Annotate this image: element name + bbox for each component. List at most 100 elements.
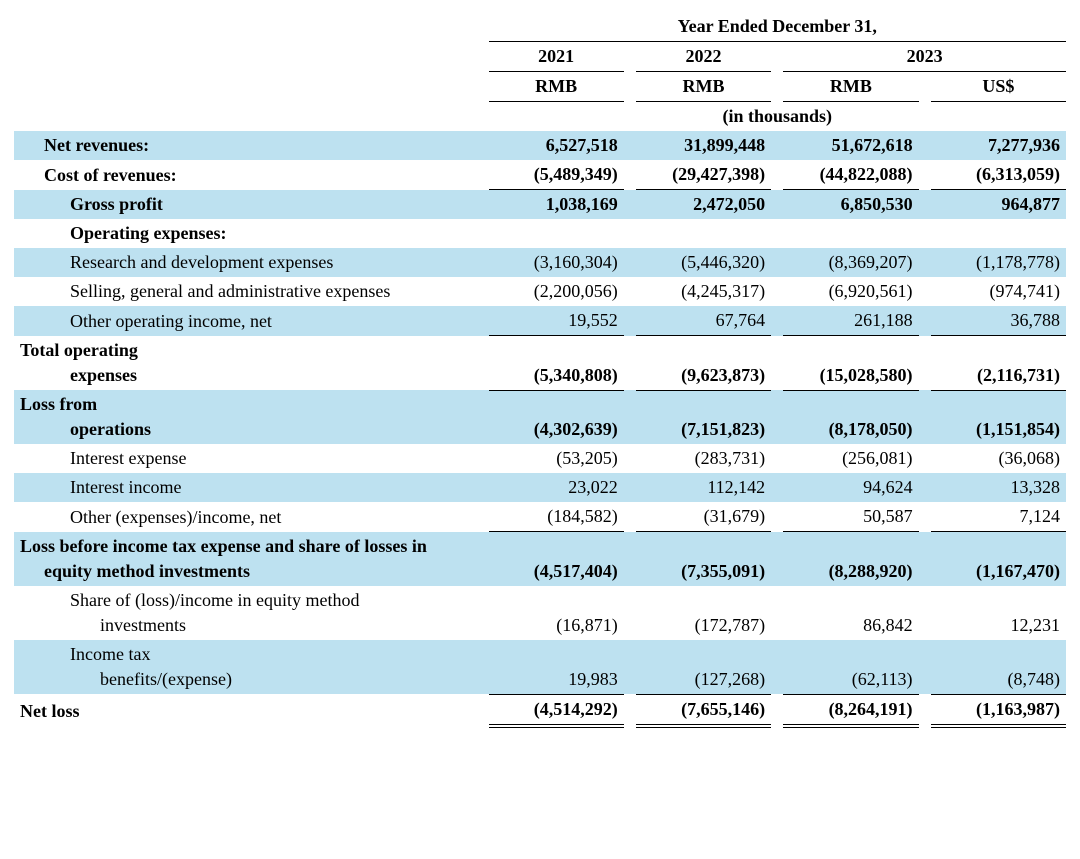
label-equity-method-1: Share of (loss)/income in equity method xyxy=(14,586,489,611)
label-loss-before-tax-2: equity method investments xyxy=(14,557,489,586)
cell: 94,624 xyxy=(783,473,918,502)
label-rnd: Research and development expenses xyxy=(14,248,489,277)
cell: 23,022 xyxy=(489,473,624,502)
cell: (2,116,731) xyxy=(931,361,1066,391)
cell: (256,081) xyxy=(783,444,918,473)
cell: 112,142 xyxy=(636,473,771,502)
cell: 36,788 xyxy=(931,306,1066,336)
cell: 2,472,050 xyxy=(636,190,771,220)
cell: (5,340,808) xyxy=(489,361,624,391)
row-cost-of-revenues: Cost of revenues: (5,489,349) (29,427,39… xyxy=(14,160,1066,190)
label-int-exp: Interest expense xyxy=(14,444,489,473)
cell: 50,587 xyxy=(783,502,918,532)
cell: 13,328 xyxy=(931,473,1066,502)
label-opex: Operating expenses: xyxy=(14,219,489,248)
cell: (5,446,320) xyxy=(636,248,771,277)
cell: (1,178,778) xyxy=(931,248,1066,277)
cell: 67,764 xyxy=(636,306,771,336)
row-other-op: Other operating income, net 19,552 67,76… xyxy=(14,306,1066,336)
cell: (127,268) xyxy=(636,665,771,695)
label-loss-ops-1: Loss from xyxy=(14,390,489,415)
cell: (8,369,207) xyxy=(783,248,918,277)
label-loss-before-tax-1: Loss before income tax expense and share… xyxy=(14,532,489,557)
row-total-opex-line2: expenses (5,340,808) (9,623,873) (15,028… xyxy=(14,361,1066,391)
label-total-opex-1: Total operating xyxy=(14,336,489,361)
cell: (7,355,091) xyxy=(636,557,771,586)
cell: (184,582) xyxy=(489,502,624,532)
currency-col-3: US$ xyxy=(931,72,1066,102)
cell: 964,877 xyxy=(931,190,1066,220)
row-loss-ops-line1: Loss from xyxy=(14,390,1066,415)
label-other-inc: Other (expenses)/income, net xyxy=(14,502,489,532)
cell: 1,038,169 xyxy=(489,190,624,220)
cell: (62,113) xyxy=(783,665,918,695)
cell: (5,489,349) xyxy=(489,160,624,190)
label-int-inc: Interest income xyxy=(14,473,489,502)
cell: (172,787) xyxy=(636,611,771,640)
year-2022: 2022 xyxy=(636,42,771,72)
cell: (6,920,561) xyxy=(783,277,918,306)
cell: 51,672,618 xyxy=(783,131,918,160)
income-statement-table: Year Ended December 31, 2021 2022 2023 R… xyxy=(14,12,1066,728)
cell: (7,151,823) xyxy=(636,415,771,444)
cell: 261,188 xyxy=(783,306,918,336)
cell: (53,205) xyxy=(489,444,624,473)
row-net-revenues: Net revenues: 6,527,518 31,899,448 51,67… xyxy=(14,131,1066,160)
cell: (1,151,854) xyxy=(931,415,1066,444)
row-sga: Selling, general and administrative expe… xyxy=(14,277,1066,306)
cell: (1,163,987) xyxy=(931,694,1066,726)
label-total-opex-2: expenses xyxy=(14,361,489,391)
currency-col-0: RMB xyxy=(489,72,624,102)
cell: 19,983 xyxy=(489,665,624,695)
row-equity-method-line2: investments (16,871) (172,787) 86,842 12… xyxy=(14,611,1066,640)
cell: (4,514,292) xyxy=(489,694,624,726)
label-gross-profit: Gross profit xyxy=(14,190,489,220)
cell: (6,313,059) xyxy=(931,160,1066,190)
row-loss-before-tax-line1: Loss before income tax expense and share… xyxy=(14,532,1066,557)
cell: (9,623,873) xyxy=(636,361,771,391)
row-other-inc: Other (expenses)/income, net (184,582) (… xyxy=(14,502,1066,532)
label-net-revenues: Net revenues: xyxy=(14,131,489,160)
currency-col-2: RMB xyxy=(783,72,918,102)
cell: (2,200,056) xyxy=(489,277,624,306)
units-label: (in thousands) xyxy=(489,102,1067,132)
row-int-inc: Interest income 23,022 112,142 94,624 13… xyxy=(14,473,1066,502)
row-equity-method-line1: Share of (loss)/income in equity method xyxy=(14,586,1066,611)
row-tax-line1: Income tax xyxy=(14,640,1066,665)
cell: 12,231 xyxy=(931,611,1066,640)
cell: (8,178,050) xyxy=(783,415,918,444)
cell: (283,731) xyxy=(636,444,771,473)
row-int-exp: Interest expense (53,205) (283,731) (256… xyxy=(14,444,1066,473)
label-loss-ops-2: operations xyxy=(14,415,489,444)
label-sga: Selling, general and administrative expe… xyxy=(14,277,489,306)
cell: (29,427,398) xyxy=(636,160,771,190)
cell: 19,552 xyxy=(489,306,624,336)
cell: (31,679) xyxy=(636,502,771,532)
row-net-loss: Net loss (4,514,292) (7,655,146) (8,264,… xyxy=(14,694,1066,726)
cell: (4,302,639) xyxy=(489,415,624,444)
cell: (3,160,304) xyxy=(489,248,624,277)
cell: 6,527,518 xyxy=(489,131,624,160)
cell: (16,871) xyxy=(489,611,624,640)
year-2023: 2023 xyxy=(783,42,1066,72)
label-equity-method-2: investments xyxy=(14,611,489,640)
row-gross-profit: Gross profit 1,038,169 2,472,050 6,850,5… xyxy=(14,190,1066,220)
cell: 7,124 xyxy=(931,502,1066,532)
cell: (44,822,088) xyxy=(783,160,918,190)
cell: (8,748) xyxy=(931,665,1066,695)
cell: 86,842 xyxy=(783,611,918,640)
label-net-loss: Net loss xyxy=(14,694,489,726)
cell: 7,277,936 xyxy=(931,131,1066,160)
label-other-op: Other operating income, net xyxy=(14,306,489,336)
currency-col-1: RMB xyxy=(636,72,771,102)
year-2021: 2021 xyxy=(489,42,624,72)
cell: (1,167,470) xyxy=(931,557,1066,586)
cell: 6,850,530 xyxy=(783,190,918,220)
cell: (15,028,580) xyxy=(783,361,918,391)
label-cost-of-revenues: Cost of revenues: xyxy=(14,160,489,190)
cell: (4,517,404) xyxy=(489,557,624,586)
row-loss-before-tax-line2: equity method investments (4,517,404) (7… xyxy=(14,557,1066,586)
label-tax-2: benefits/(expense) xyxy=(14,665,489,695)
row-loss-ops-line2: operations (4,302,639) (7,151,823) (8,17… xyxy=(14,415,1066,444)
cell: (36,068) xyxy=(931,444,1066,473)
